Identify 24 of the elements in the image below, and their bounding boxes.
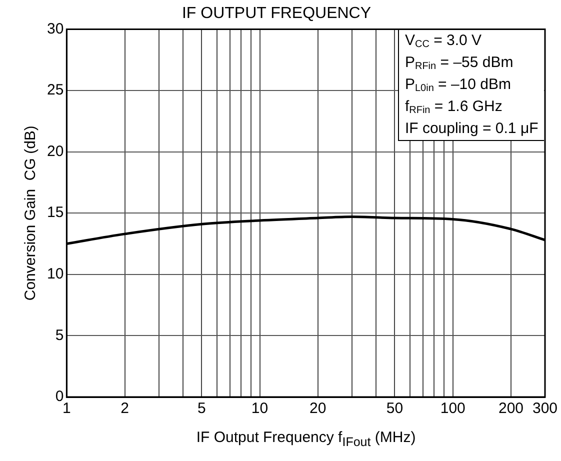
x-tick-label: 50	[386, 400, 404, 418]
annotation: f$_{RFin}$ = 1.6 GHz	[404, 98, 504, 118]
y-tick-label: 5	[55, 326, 64, 344]
y-tick-label: 10	[46, 266, 64, 283]
x-tick-label: 300	[532, 400, 558, 418]
x-tick-label: 10	[251, 400, 268, 418]
y-tick-label: 30	[46, 20, 64, 38]
y-tick-label: 25	[46, 82, 64, 99]
x-tick-label: 5	[197, 400, 206, 418]
x-tick-label: 20	[310, 400, 326, 418]
x-tick-label: 100	[440, 400, 466, 418]
chart-title: IF OUTPUT FREQUENCY	[182, 5, 372, 22]
annotation: P$_{L0in}$ = –10 dBm	[404, 76, 512, 96]
x-tick-label: 2	[120, 400, 129, 418]
annotation: P$_{RFin}$ = –55 dBm	[404, 54, 514, 74]
x-tick-label: 1	[62, 400, 71, 418]
y-tick-label: 15	[46, 204, 64, 222]
x-axis-title: IF Output Frequency f$_{IFout}$ (MHz)	[196, 429, 416, 449]
y-tick-label: 20	[46, 142, 64, 160]
y-tick-label: 0	[55, 388, 64, 406]
annotation: V$_{CC}$ = 3.0 V	[404, 32, 483, 52]
x-tick-label: 200	[498, 400, 524, 418]
y-axis-title: Conversion Gain CG (dB)	[22, 126, 40, 301]
annotation: IF coupling = 0.1 μF	[404, 120, 538, 138]
